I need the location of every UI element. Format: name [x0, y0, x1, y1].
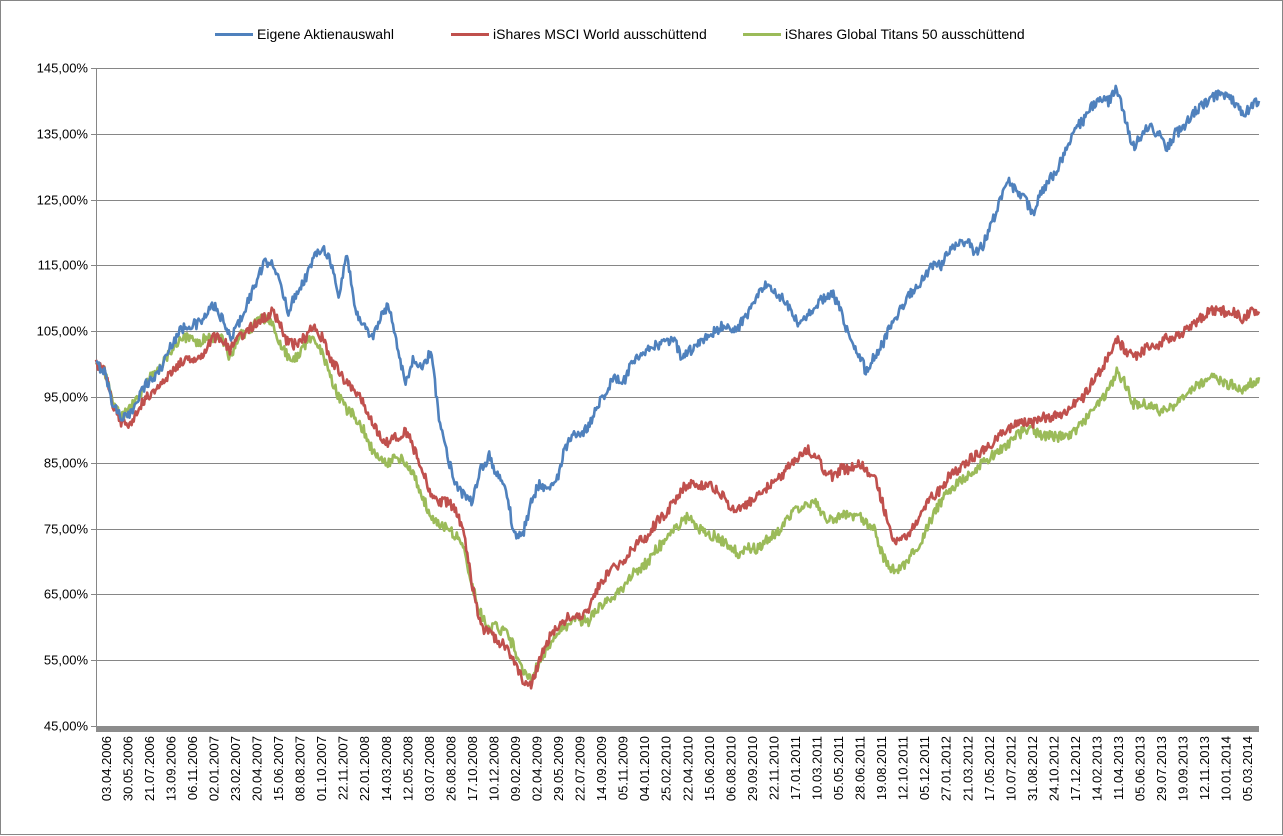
x-tick-label: 22.11.2010 — [766, 736, 781, 800]
x-tick-label: 05.11.2009 — [616, 736, 631, 800]
gridlines — [96, 68, 1259, 661]
x-tick-label: 22.11.2007 — [336, 736, 351, 800]
y-tick-label: 145,00% — [37, 61, 89, 76]
y-tick-label: 45,00% — [44, 719, 89, 734]
x-tick-label: 05.12.2011 — [917, 736, 932, 800]
x-tick-label: 22.07.2009 — [573, 736, 588, 801]
legend-label-2: iShares Global Titans 50 ausschüttend — [785, 26, 1025, 42]
x-tick-label: 12.10.2011 — [896, 736, 911, 800]
x-tick-label: 17.12.2012 — [1068, 736, 1083, 801]
x-tick-label: 19.08.2011 — [874, 736, 889, 800]
x-tick-label: 22.01.2008 — [357, 736, 372, 801]
x-axis-band — [96, 726, 1259, 732]
x-tick-label: 24.10.2012 — [1046, 736, 1061, 801]
y-tick-label: 125,00% — [37, 193, 89, 208]
x-tick-label: 11.04.2013 — [1111, 736, 1126, 800]
x-tick-label: 29.05.2009 — [551, 736, 566, 801]
x-tick-label: 23.02.2007 — [228, 736, 243, 801]
legend: Eigene Aktienauswahl iShares MSCI World a… — [215, 26, 1025, 42]
x-tick-label: 03.07.2008 — [422, 736, 437, 801]
x-tick-label: 17.01.2011 — [788, 736, 803, 800]
x-tick-label: 06.08.2010 — [723, 736, 738, 801]
x-tick-label: 10.07.2012 — [1003, 736, 1018, 801]
y-tick-label: 55,00% — [44, 653, 89, 668]
x-tick-label: 14.03.2008 — [379, 736, 394, 801]
axes — [91, 68, 1259, 732]
x-tick-label: 10.03.2011 — [810, 736, 825, 800]
x-tick-label: 04.01.2010 — [637, 736, 652, 801]
series-line-1 — [94, 305, 1261, 690]
y-tick-label: 135,00% — [37, 127, 89, 142]
y-axis-tick-labels: 45,00% 55,00% 65,00% 75,00% 85,00% 95,00% 105,… — [37, 61, 89, 734]
x-tick-label: 12.05.2008 — [400, 736, 415, 801]
x-tick-label: 31.08.2012 — [1025, 736, 1040, 801]
x-tick-label: 25.02.2010 — [659, 736, 674, 801]
x-tick-label: 17.10.2008 — [465, 736, 480, 801]
x-tick-label: 29.09.2010 — [745, 736, 760, 801]
x-axis-tick-labels: 03.04.2006 30.05.2006 21.07.2006 13.09.2006… — [99, 736, 1255, 801]
y-tick-label: 95,00% — [44, 390, 89, 405]
x-tick-label: 17.05.2012 — [982, 736, 997, 801]
x-tick-label: 21.03.2012 — [960, 736, 975, 801]
x-tick-label: 06.11.2006 — [185, 736, 200, 800]
legend-label-1: iShares MSCI World ausschüttend — [493, 26, 707, 42]
x-tick-label: 01.10.2007 — [314, 736, 329, 801]
x-tick-label: 03.04.2006 — [99, 736, 114, 801]
y-tick-label: 65,00% — [44, 587, 89, 602]
x-tick-label: 08.08.2007 — [293, 736, 308, 801]
x-tick-label: 28.06.2011 — [853, 736, 868, 800]
x-tick-label: 22.04.2010 — [680, 736, 695, 801]
x-tick-label: 10.12.2008 — [486, 736, 501, 801]
x-tick-label: 05.03.2014 — [1240, 736, 1255, 801]
y-tick-label: 115,00% — [38, 258, 89, 273]
x-tick-label: 14.09.2009 — [594, 736, 609, 801]
x-tick-label: 02.04.2009 — [530, 736, 545, 801]
x-tick-label: 19.09.2013 — [1176, 736, 1191, 801]
x-tick-label: 14.02.2013 — [1090, 736, 1105, 801]
x-tick-label: 26.08.2008 — [443, 736, 458, 801]
x-tick-label: 02.01.2007 — [207, 736, 222, 801]
x-tick-label: 15.06.2007 — [271, 736, 286, 801]
x-tick-label: 10.01.2014 — [1219, 736, 1234, 801]
series-line-0 — [95, 84, 1261, 540]
legend-label-0: Eigene Aktienauswahl — [257, 26, 394, 42]
x-tick-label: 20.04.2007 — [250, 736, 265, 801]
x-tick-label: 27.01.2012 — [939, 736, 954, 801]
x-tick-label: 05.06.2013 — [1133, 736, 1148, 801]
x-tick-label: 12.11.2013 — [1197, 736, 1212, 800]
series-lines — [94, 84, 1261, 690]
series-line-2 — [94, 313, 1261, 684]
x-tick-label: 15.06.2010 — [702, 736, 717, 801]
y-tick-label: 75,00% — [44, 522, 89, 537]
x-tick-label: 21.07.2006 — [142, 736, 157, 801]
y-tick-label: 105,00% — [37, 324, 89, 339]
x-tick-label: 30.05.2006 — [120, 736, 135, 801]
y-tick-label: 85,00% — [44, 456, 89, 471]
x-tick-label: 29.07.2013 — [1154, 736, 1169, 801]
x-tick-label: 05.05.2011 — [831, 736, 846, 800]
x-tick-label: 13.09.2006 — [163, 736, 178, 801]
x-tick-label: 09.02.2009 — [508, 736, 523, 801]
